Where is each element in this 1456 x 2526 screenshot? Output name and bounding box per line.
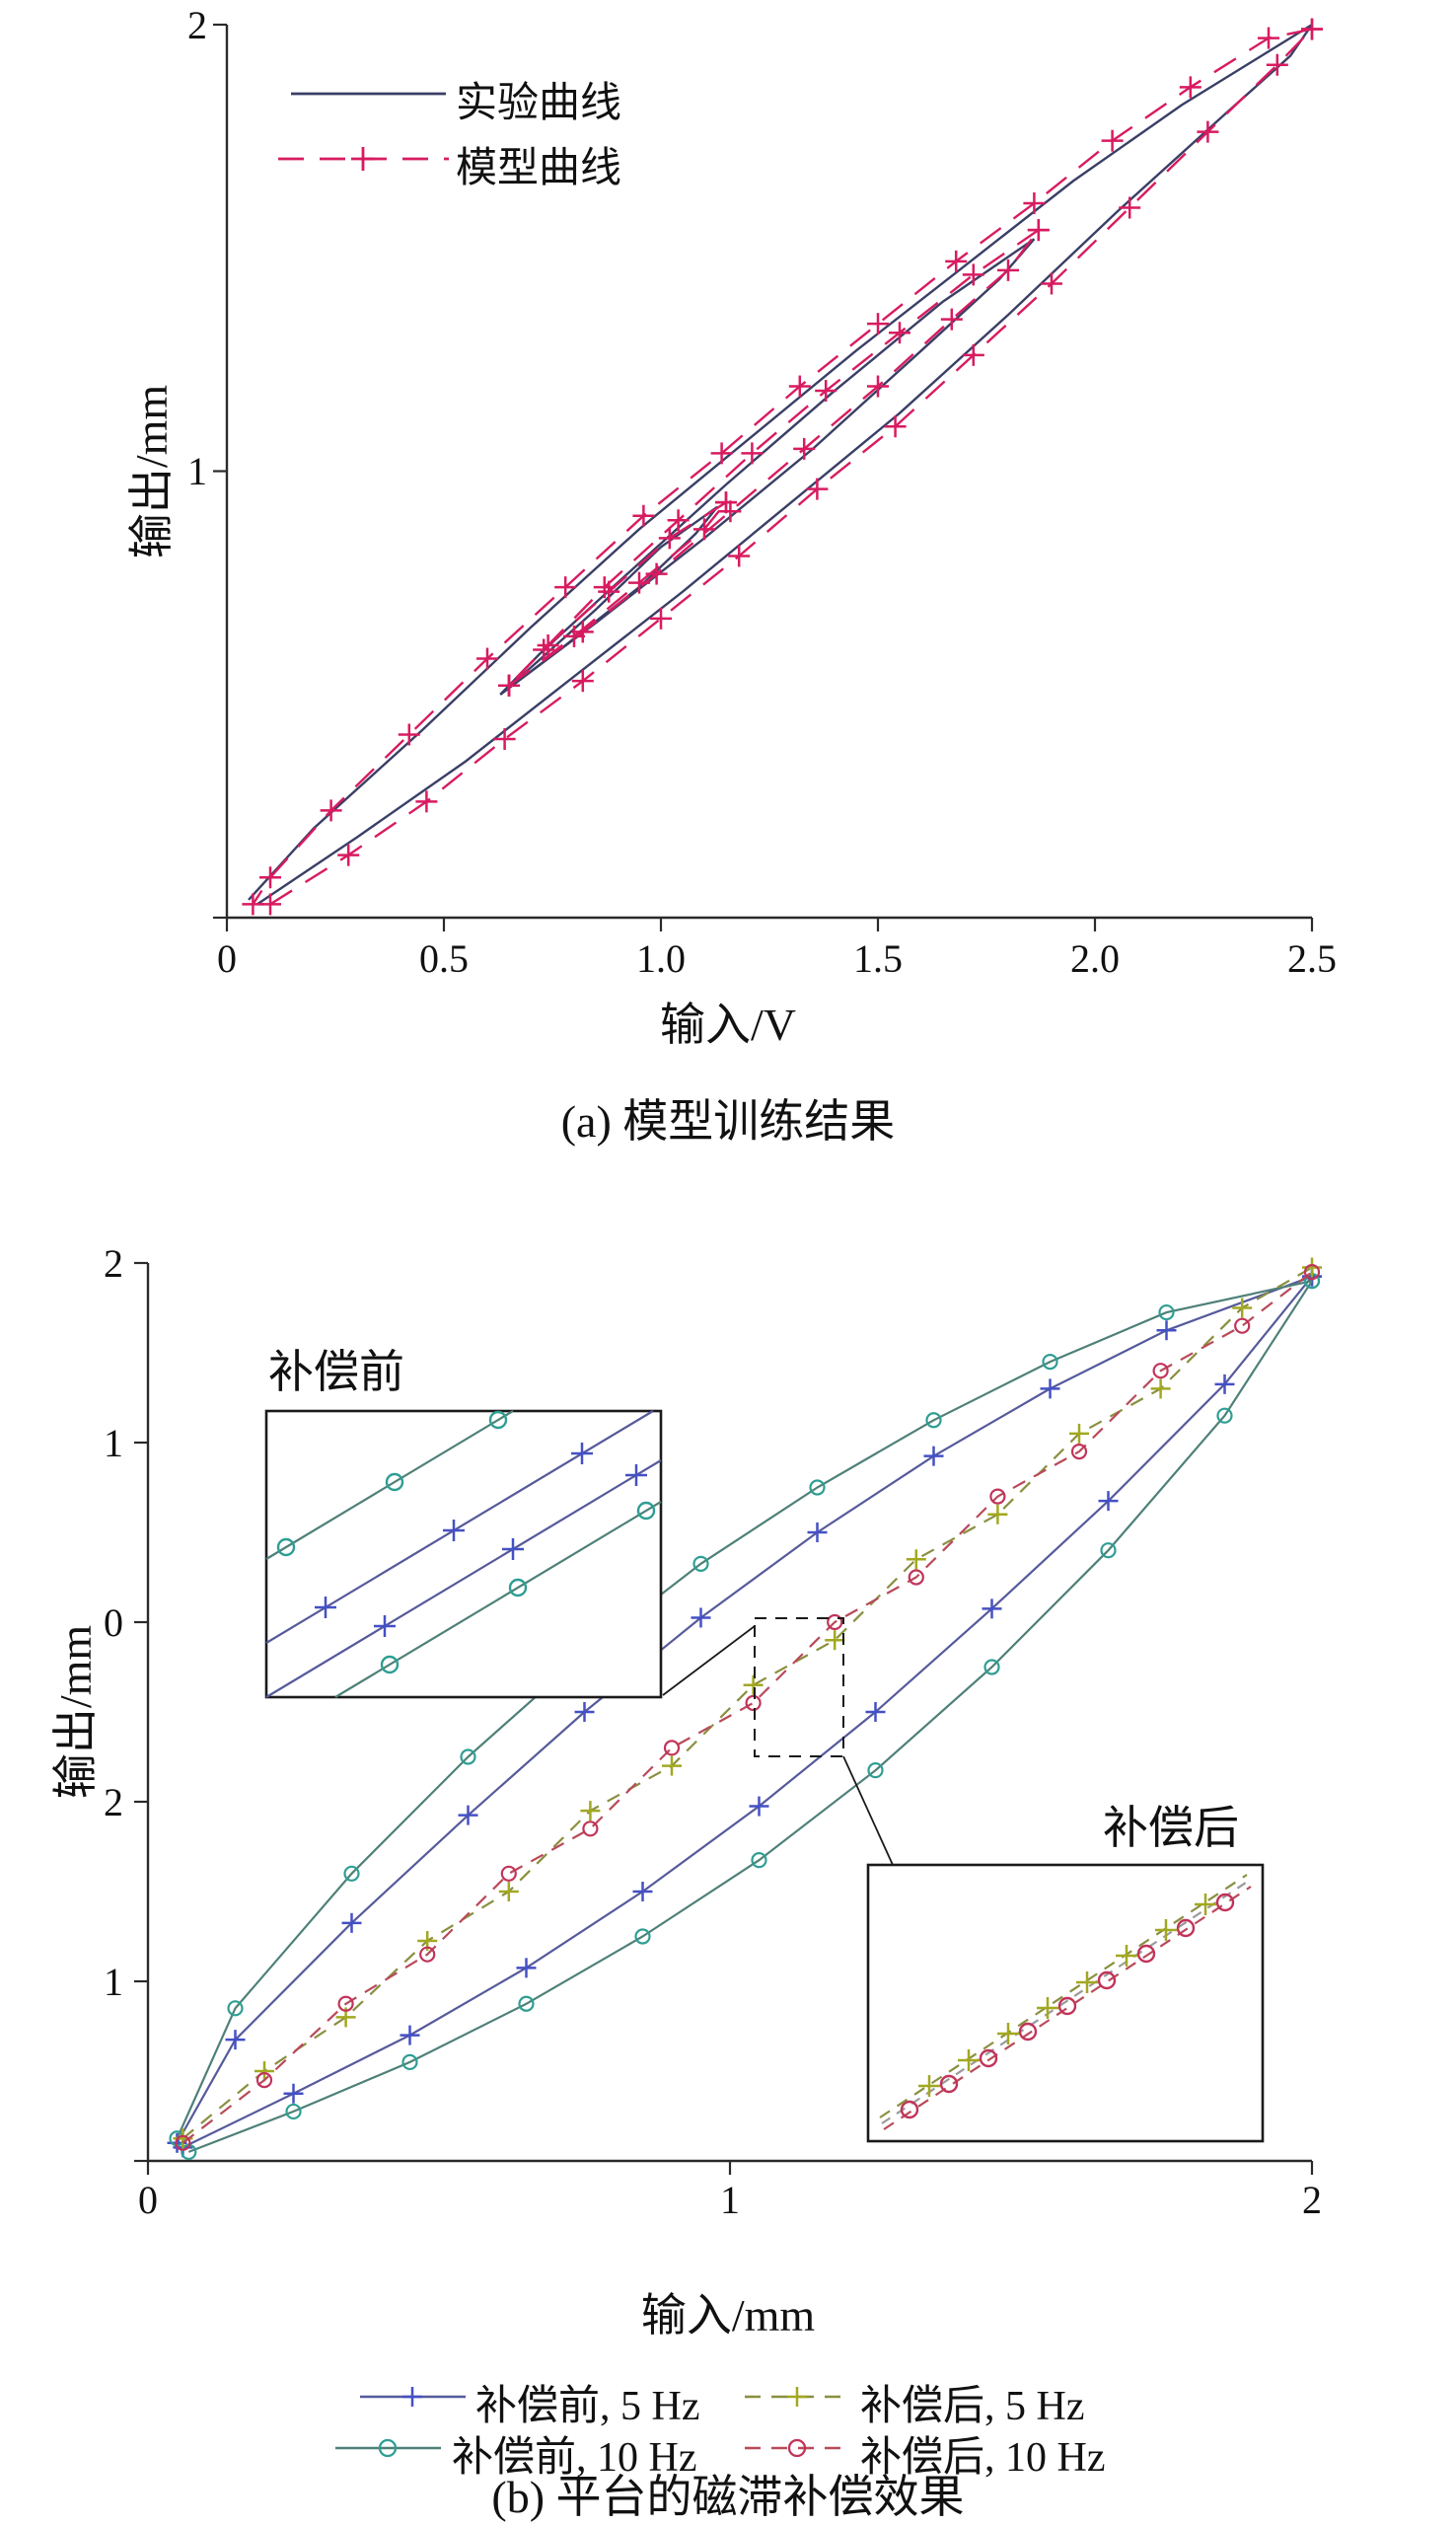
legend-label-before-5hz: 补偿前, 5 Hz [475, 2384, 700, 2429]
y-tick-label: 1 [104, 1960, 123, 2004]
x-tick-label: 2 [1302, 2178, 1322, 2222]
chart-b-axes [134, 1261, 1314, 2175]
y-tick-label: 1 [104, 1421, 123, 1465]
chart-b-inset-0 [264, 1409, 663, 1699]
legend-label-after-10hz: 补偿后, 10 Hz [860, 2435, 1106, 2481]
chart-a [213, 18, 1323, 931]
x-axis-label-a: 输入/V [660, 1000, 796, 1050]
inset-label-before: 补偿前 [268, 1347, 404, 1397]
x-axis-label-b: 输入/mm [640, 2290, 816, 2340]
caption-a: (a) 模型训练结果 [560, 1096, 896, 1147]
x-tick-label: 0 [138, 2178, 158, 2222]
x-tick-label: 1.5 [853, 936, 903, 981]
x-tick-label: 2.5 [1287, 936, 1337, 981]
x-tick-label: 1.0 [636, 936, 686, 981]
chart-a-axes [213, 23, 1314, 931]
x-tick-label: 1 [720, 2178, 740, 2222]
chart-b-legend-samples [335, 2387, 850, 2458]
y-tick-label: 2 [104, 1241, 123, 1286]
inset-label-after: 补偿后 [1103, 1803, 1239, 1853]
chart-a-legend-samples [278, 92, 449, 171]
y-axis-label-a: 输出/mm [126, 384, 177, 559]
y-tick-label: 2 [104, 1780, 123, 1824]
series-1-补偿前, 10 Hz [169, 1273, 1321, 2160]
chart-b [134, 1257, 1322, 2458]
legend-label-model: 模型曲线 [456, 146, 622, 191]
y-tick-label: 2 [187, 3, 207, 47]
series-1-模型曲线 [242, 18, 1323, 916]
caption-b: (b) 平台的磁滞补偿效果 [491, 2472, 965, 2522]
y-axis-label-b: 输出/mm [50, 1624, 101, 1800]
y-tick-label: 0 [104, 1600, 123, 1645]
legend-label-before-10hz: 补偿前, 10 Hz [452, 2435, 697, 2481]
legend-label-experimental: 实验曲线 [456, 81, 622, 126]
y-tick-label: 1 [187, 449, 207, 493]
chart-b-zoom-annotations [662, 1617, 894, 1866]
chart-b-inset-1 [866, 1863, 1265, 2143]
x-tick-label: 0.5 [419, 936, 469, 981]
series-3-补偿后, 10 Hz [175, 1263, 1321, 2151]
legend-label-after-5hz: 补偿后, 5 Hz [860, 2384, 1085, 2429]
series-0-实验曲线 [248, 23, 1313, 906]
x-tick-label: 0 [217, 936, 237, 981]
x-tick-label: 2.0 [1070, 936, 1120, 981]
